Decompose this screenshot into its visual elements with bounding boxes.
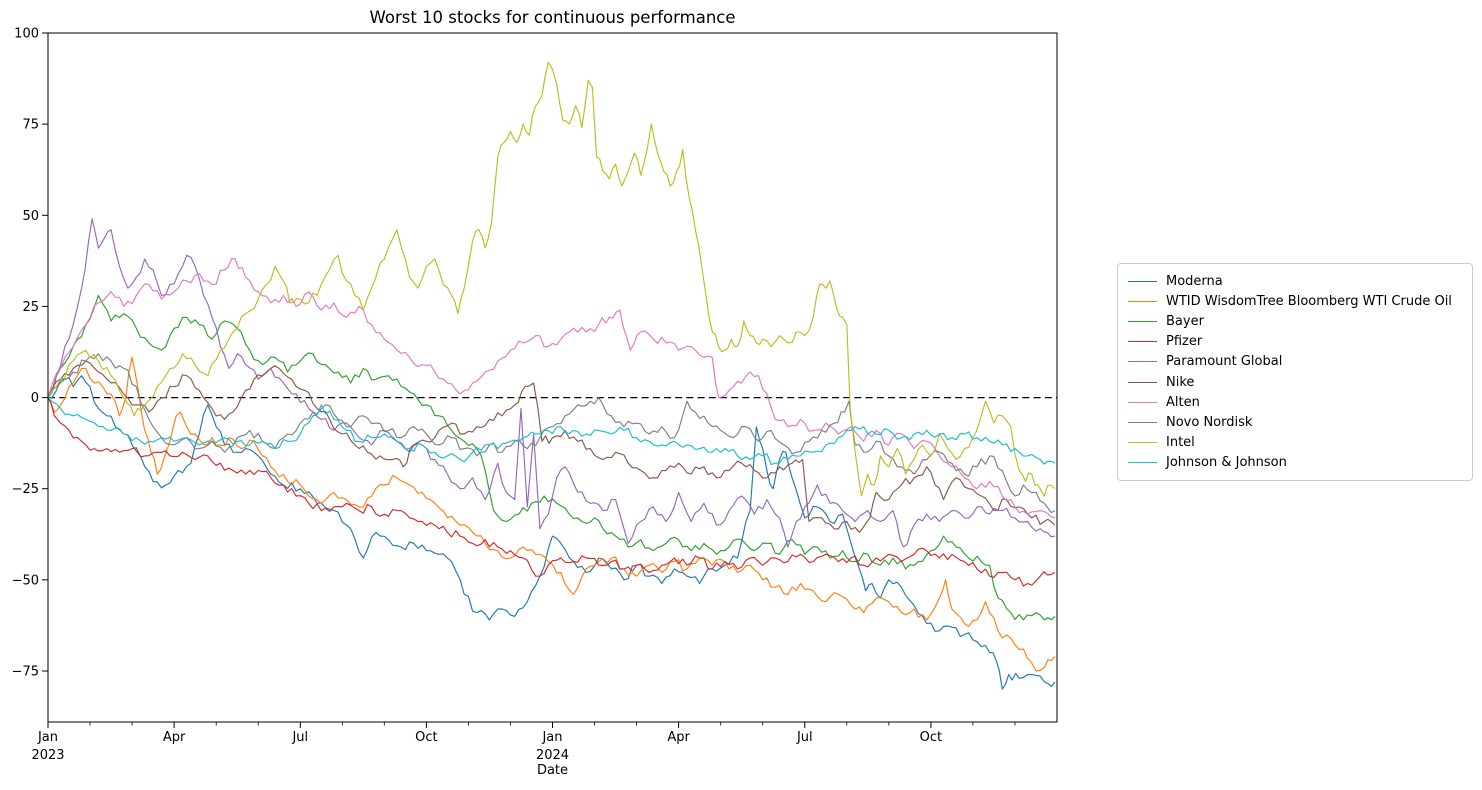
legend-item: Johnson & Johnson (1128, 453, 1462, 473)
legend-label: Pfizer (1166, 334, 1203, 350)
series-line-1 (47, 356, 1056, 672)
series-line-8 (47, 61, 1056, 497)
x-tick-year-label: 2024 (536, 748, 569, 763)
legend-label: Johnson & Johnson (1166, 455, 1287, 471)
series-line-4 (47, 218, 1056, 548)
y-tick-label: 100 (14, 27, 39, 42)
y-tick-label: −25 (12, 482, 39, 497)
x-tick-label: Oct (920, 730, 942, 745)
legend-item: Moderna (1128, 271, 1462, 291)
y-tick-label: 0 (31, 391, 39, 406)
legend-item: Pfizer (1128, 332, 1462, 352)
legend-label: Alten (1166, 394, 1200, 410)
x-tick-label: Jan (541, 730, 562, 745)
legend-line-sample-icon (1128, 462, 1157, 464)
y-tick-label: 75 (22, 118, 39, 133)
legend-line-sample-icon (1128, 421, 1157, 423)
x-tick-year-label: 2023 (31, 748, 64, 763)
legend-label: Nike (1166, 374, 1195, 390)
plot-frame (47, 32, 1058, 723)
legend-label: Intel (1166, 435, 1195, 451)
series-line-5 (47, 360, 1056, 533)
legend-line-sample-icon (1128, 442, 1157, 444)
legend-line-sample-icon (1128, 280, 1157, 282)
legend-item: Intel (1128, 433, 1462, 453)
y-tick-label: −50 (12, 573, 39, 588)
legend-item: Novo Nordisk (1128, 412, 1462, 432)
legend-line-sample-icon (1128, 300, 1157, 302)
series-line-3 (47, 397, 1056, 587)
legend-label: WTID WisdomTree Bloomberg WTI Crude Oil (1166, 293, 1452, 309)
series-line-9 (47, 397, 1056, 466)
legend-line-sample-icon (1128, 320, 1157, 322)
chart-title: Worst 10 stocks for continuous performan… (369, 8, 736, 27)
x-tick-label: Jul (796, 730, 813, 745)
legend-item: Alten (1128, 392, 1462, 412)
legend-line-sample-icon (1128, 361, 1157, 363)
legend-item: WTID WisdomTree Bloomberg WTI Crude Oil (1128, 291, 1462, 311)
x-tick-label: Apr (667, 730, 690, 745)
y-tick-label: 25 (22, 300, 39, 315)
legend-label: Bayer (1166, 313, 1204, 329)
x-tick-label: Jan (37, 730, 58, 745)
legend-label: Novo Nordisk (1166, 414, 1253, 430)
series-line-2 (47, 294, 1056, 621)
x-tick-label: Jul (291, 730, 308, 745)
legend-item: Paramount Global (1128, 352, 1462, 372)
series-line-0 (47, 375, 1056, 690)
x-tick-label: Oct (415, 730, 437, 745)
y-tick-label: −75 (12, 665, 39, 680)
legend-item: Nike (1128, 372, 1462, 392)
legend-line-sample-icon (1128, 401, 1157, 403)
legend-label: Moderna (1166, 273, 1223, 289)
series-line-7 (47, 353, 1056, 514)
legend-item: Bayer (1128, 311, 1462, 331)
legend-line-sample-icon (1128, 341, 1157, 343)
legend-line-sample-icon (1128, 381, 1157, 383)
legend: Moderna WTID WisdomTree Bloomberg WTI Cru… (1117, 263, 1473, 481)
x-tick-label: Apr (163, 730, 186, 745)
legend-label: Paramount Global (1166, 354, 1283, 370)
y-tick-label: 50 (22, 209, 39, 224)
series-line-6 (47, 258, 1056, 519)
x-axis-label: Date (536, 763, 569, 778)
